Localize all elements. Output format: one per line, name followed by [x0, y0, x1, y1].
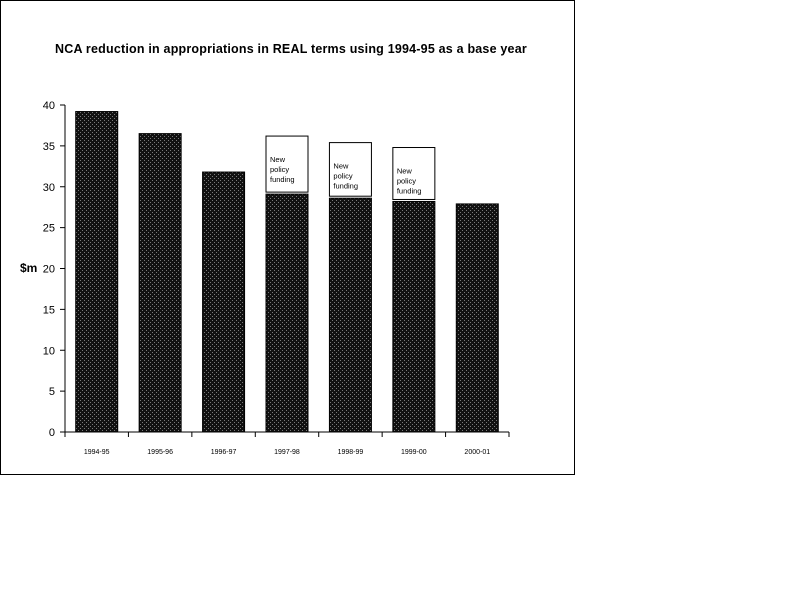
- x-tick-label: 1998-99: [338, 449, 364, 456]
- new-policy-annotation: New policy funding: [270, 155, 295, 184]
- y-tick-label: 25: [43, 223, 55, 235]
- x-tick-label: 1996-97: [211, 449, 237, 456]
- labels: 0 5 10 15 20 25 30 35 40 $m 1994-95 1995-96 1996-97 1…: [20, 100, 490, 456]
- x-tick-label: 1994-95: [84, 449, 110, 456]
- y-axis-label: $m: [20, 261, 37, 275]
- y-tick-label: 20: [43, 264, 55, 276]
- y-tick-label: 5: [49, 386, 55, 398]
- x-tick-label: 2000-01: [464, 449, 490, 456]
- bar-2000-01: [455, 203, 499, 433]
- y-tick-label: 15: [43, 304, 55, 316]
- bar-1997-98: [265, 193, 309, 433]
- y-tick-label: 0: [49, 427, 55, 439]
- new-policy-segment-1998-99: [328, 142, 372, 197]
- x-tick-label: 1999-00: [401, 449, 427, 456]
- new-policy-annotation: New policy funding: [333, 162, 358, 191]
- bar-1996-97: [202, 171, 246, 433]
- y-tick-label: 30: [43, 182, 55, 194]
- new-policy-segment-1997-98: [265, 135, 309, 193]
- bar-1999-00: [392, 200, 436, 433]
- x-tick-label: 1995-96: [147, 449, 173, 456]
- bar-chart: 0 5 10 15 20 25 30 35 40 $m 1994-95 1995-96 1996-97 1…: [20, 100, 510, 456]
- new-policy-segment-1999-00: [392, 147, 436, 200]
- bar-1995-96: [138, 133, 182, 433]
- bars: [75, 111, 499, 433]
- chart-title: NCA reduction in appropriations in REAL …: [55, 42, 527, 56]
- y-tick-label: 10: [43, 345, 55, 357]
- y-tick-label: 35: [43, 141, 55, 153]
- bar-1994-95: [75, 111, 119, 433]
- new-policy-annotation: New policy funding: [397, 167, 422, 196]
- bar-1998-99: [328, 197, 372, 433]
- y-tick-label: 40: [43, 100, 55, 112]
- x-tick-label: 1997-98: [274, 449, 300, 456]
